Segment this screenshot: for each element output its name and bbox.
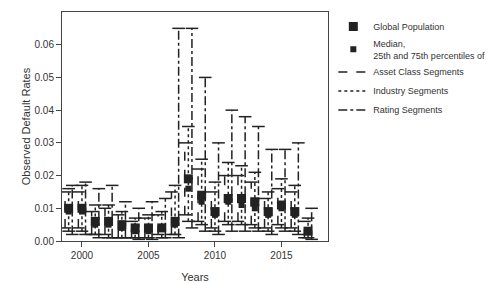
svg-text:0.04: 0.04	[35, 105, 55, 116]
svg-text:0.00: 0.00	[35, 236, 55, 247]
svg-text:2015: 2015	[270, 250, 293, 261]
svg-text:Observed Default Rates: Observed Default Rates	[20, 67, 32, 185]
svg-text:2010: 2010	[204, 250, 227, 261]
svg-text:0.02: 0.02	[35, 170, 55, 181]
svg-text:Global Population: Global Population	[373, 22, 444, 32]
svg-text:Years: Years	[181, 271, 209, 283]
svg-text:0.06: 0.06	[35, 39, 55, 50]
svg-text:2005: 2005	[137, 250, 160, 261]
svg-text:Industry Segments: Industry Segments	[373, 86, 449, 96]
svg-text:Rating Segments: Rating Segments	[373, 105, 443, 115]
svg-text:Asset Class Segments: Asset Class Segments	[373, 67, 464, 77]
svg-text:0.01: 0.01	[35, 203, 55, 214]
svg-text:Median,25th and 75th percentil: Median,25th and 75th percentiles of	[373, 39, 485, 61]
svg-text:0.05: 0.05	[35, 72, 55, 83]
svg-text:0.03: 0.03	[35, 137, 55, 148]
svg-text:2000: 2000	[71, 250, 94, 261]
